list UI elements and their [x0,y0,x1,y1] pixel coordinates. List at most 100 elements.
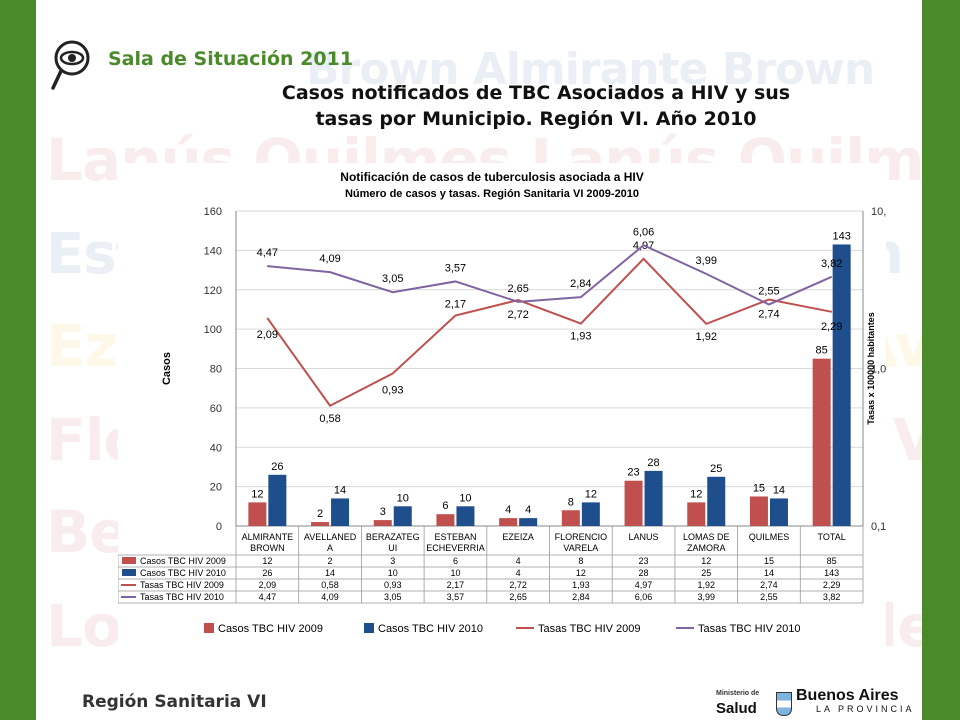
table-row-name: Tasas TBC HIV 2010 [140,592,224,602]
y-tick-label: 60 [210,403,222,415]
footer-buenos-aires: Buenos Aires [796,687,899,704]
y-tick-label: 40 [210,442,222,454]
y-tick-label: 160 [204,206,222,218]
bar-casos-2010 [769,498,788,526]
legend-swatch [204,623,214,633]
legend-label: Casos TBC HIV 2010 [378,623,483,635]
line-point [517,299,519,301]
chart-subtitle: Número de casos y tasas. Región Sanitari… [345,188,639,200]
slide-title-line-2: tasas por Municipio. Región VI. Año 2010 [315,108,757,130]
bar-data-label: 10 [397,492,409,504]
bar-data-label: 12 [251,488,263,500]
table-cell: 1,92 [697,580,715,590]
table-legend-swatch [122,569,136,576]
table-cell: 10 [388,568,398,578]
line-point [831,311,833,313]
bar-data-label: 10 [459,492,471,504]
table-cell: 6,06 [635,592,653,602]
footer-region: Región Sanitaria VI [82,692,267,712]
legend-label: Casos TBC HIV 2009 [218,623,323,635]
table-cell: 8 [578,556,583,566]
bar-data-label: 143 [832,230,850,242]
line-data-label: 3,57 [445,262,466,274]
bar-data-label: 14 [773,484,785,496]
legend-label: Tasas TBC HIV 2009 [538,623,641,635]
y-tick-label: 140 [204,245,222,257]
line-point [329,405,331,407]
bar-casos-2009 [373,520,392,526]
bar-casos-2009 [687,502,706,526]
x-category-label: ALMIRANTE BROWN [242,532,294,553]
background-watermark: Brown Almirante Brown [306,44,875,95]
legend-label: Tasas TBC HIV 2010 [698,623,801,635]
footer: Región Sanitaria VI Ministerio de Salud … [36,688,922,720]
table-cell: 4,09 [321,592,339,602]
table-cell: 1,93 [572,580,590,590]
bar-data-label: 12 [585,488,597,500]
table-cell: 3,82 [823,592,841,602]
line-point [580,323,582,325]
x-category-label: ESTEBAN ECHEVERRIA [426,532,485,553]
table-cell: 10 [450,568,460,578]
table-cell: 2,55 [760,592,778,602]
eye-magnifier-icon [51,40,90,90]
line-point [266,265,268,267]
bar-data-label: 26 [271,461,283,473]
bar-casos-2010 [707,476,726,526]
table-cell: 2,72 [509,580,527,590]
table-cell: 2,17 [447,580,465,590]
table-cell: 26 [262,568,272,578]
line-data-label: 3,99 [696,255,717,267]
table-cell: 4,97 [635,580,653,590]
bar-data-label: 25 [710,463,722,475]
table-cell: 2,09 [259,580,277,590]
line-point [517,301,519,303]
table-cell: 3 [390,556,395,566]
table-cell: 3,57 [447,592,465,602]
table-cell: 143 [824,568,839,578]
slide-title: Casos notificados de TBC Asociados a HIV… [236,80,836,132]
line-data-label: 6,06 [633,226,654,238]
line-tasas-2009 [266,257,832,408]
x-category-label: BERAZATEG UI [366,532,420,553]
bar-data-label: 14 [334,484,346,496]
bar-data-label: 15 [753,482,765,494]
table-cell: 2,29 [823,580,841,590]
line-point [831,276,833,278]
table-cell: 23 [639,556,649,566]
shield-icon [776,692,792,716]
line-point [705,273,707,275]
bar-casos-2010 [581,502,600,526]
bar-casos-2009 [624,480,643,526]
line-data-label: 3,05 [382,273,403,285]
table-cell: 28 [639,568,649,578]
bar-data-label: 2 [317,508,323,520]
line-point [329,271,331,273]
y2-tick-label: 0,10 [871,521,886,533]
table-cell: 85 [827,556,837,566]
bar-casos-2009 [499,518,518,526]
line-data-label: 2,74 [758,309,779,321]
y2-axis-label: Tasas x 100000 habitantes [866,312,876,424]
line-data-label: 1,93 [570,331,591,343]
y-tick-label: 120 [204,285,222,297]
table-cell: 2,65 [509,592,527,602]
table-legend-swatch [122,557,136,564]
table-cell: 2,74 [760,580,778,590]
table-cell: 2,84 [572,592,590,602]
bar-data-label: 6 [442,500,448,512]
line-data-label: 0,93 [382,384,403,396]
table-row-name: Casos TBC HIV 2009 [140,556,226,566]
table-cell: 6 [453,556,458,566]
line-data-label: 4,47 [257,247,278,259]
table-row-name: Casos TBC HIV 2010 [140,568,226,578]
bar-casos-2010 [832,244,851,526]
x-category-label: QUILMES [749,532,790,542]
table-cell: 12 [576,568,586,578]
bar-data-label: 8 [568,496,574,508]
x-category-label: AVELLANED A [304,532,357,553]
line-data-label: 2,72 [507,309,528,321]
line-point [643,258,645,260]
bar-data-label: 3 [380,506,386,518]
line-data-label: 2,84 [570,278,591,290]
